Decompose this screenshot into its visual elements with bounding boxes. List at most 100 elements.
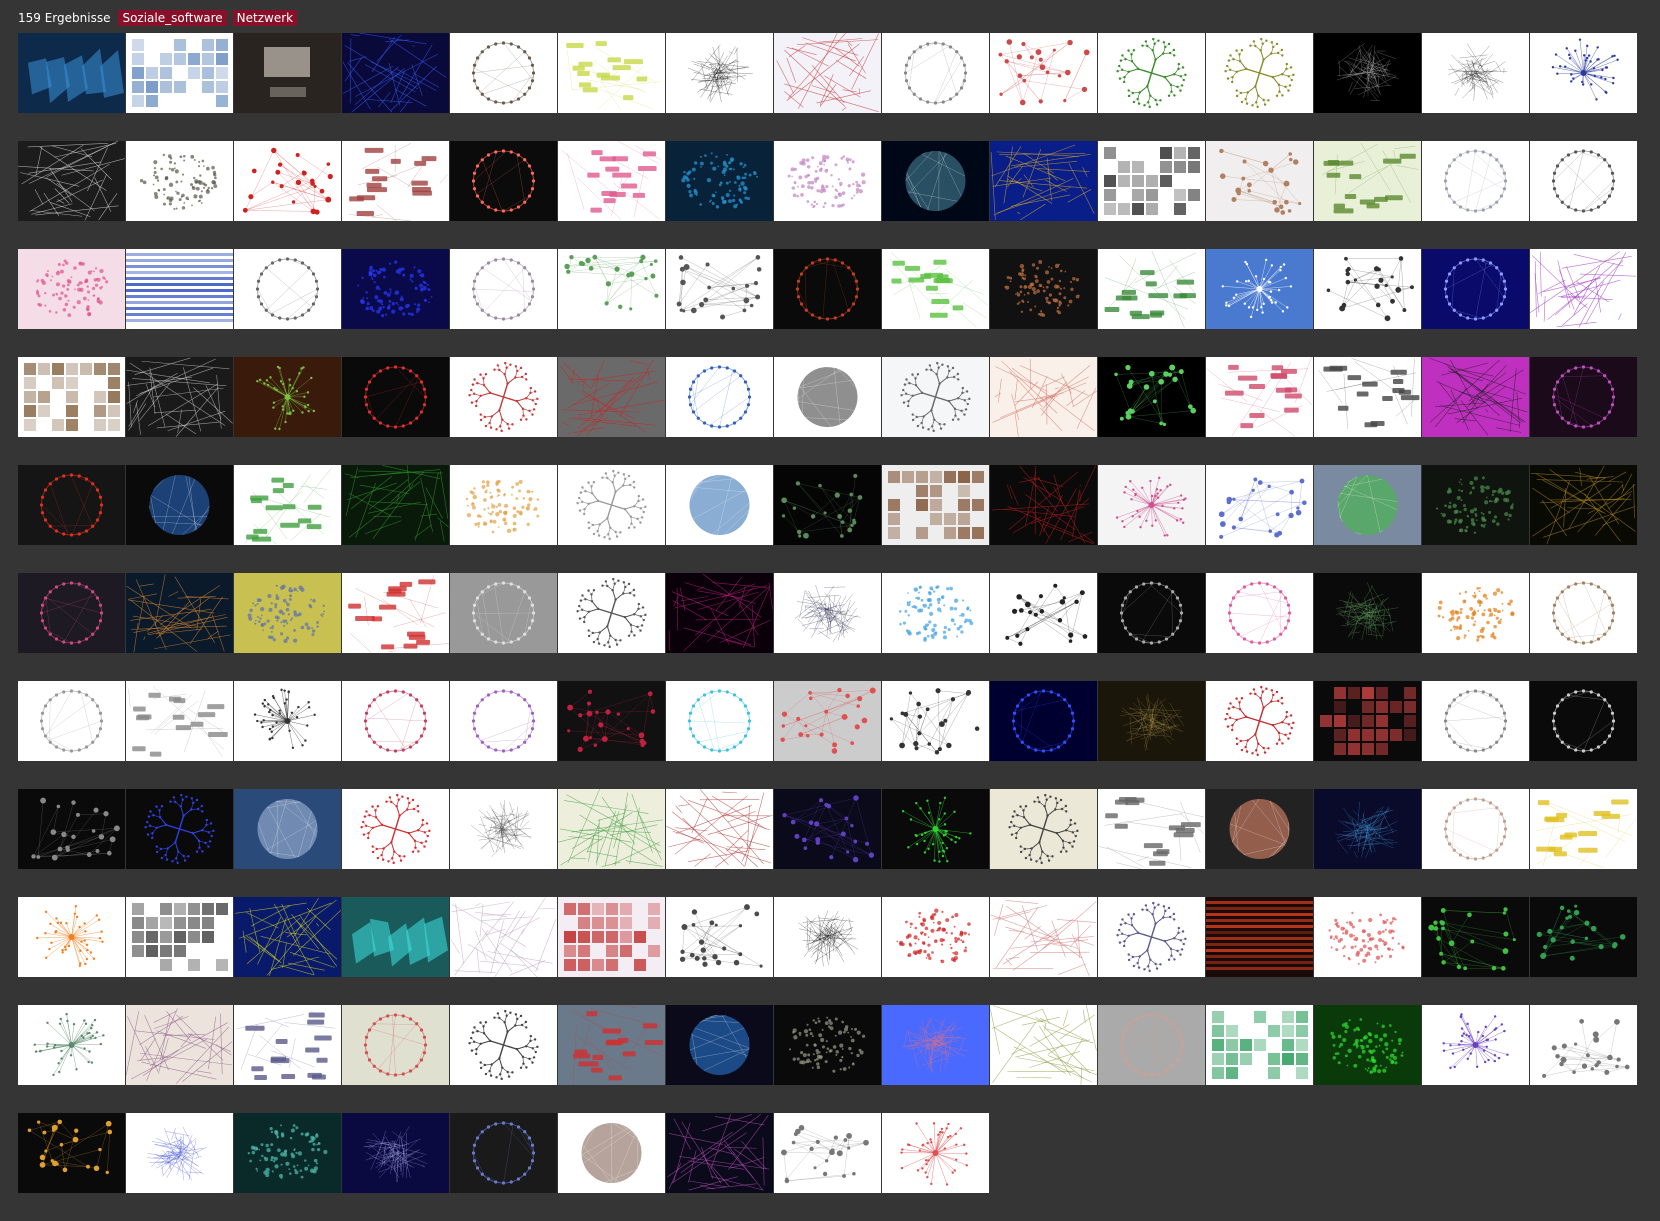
thumbnail[interactable] (1098, 681, 1205, 761)
thumbnail[interactable] (774, 249, 881, 329)
thumbnail[interactable] (1422, 249, 1529, 329)
thumbnail[interactable] (342, 789, 449, 869)
thumbnail[interactable] (774, 357, 881, 437)
thumbnail[interactable] (558, 33, 665, 113)
thumbnail[interactable] (558, 789, 665, 869)
thumbnail[interactable] (882, 573, 989, 653)
thumbnail[interactable] (1314, 897, 1421, 977)
thumbnail[interactable] (342, 141, 449, 221)
thumbnail[interactable] (990, 1005, 1097, 1085)
thumbnail[interactable] (1530, 465, 1637, 545)
thumbnail[interactable] (18, 465, 125, 545)
thumbnail[interactable] (882, 141, 989, 221)
thumbnail[interactable] (666, 789, 773, 869)
thumbnail[interactable] (1314, 33, 1421, 113)
thumbnail[interactable] (666, 1113, 773, 1193)
thumbnail[interactable] (234, 1113, 341, 1193)
thumbnail[interactable] (990, 357, 1097, 437)
thumbnail[interactable] (1314, 249, 1421, 329)
thumbnail[interactable] (126, 249, 233, 329)
thumbnail[interactable] (1098, 141, 1205, 221)
thumbnail[interactable] (882, 249, 989, 329)
thumbnail[interactable] (1098, 249, 1205, 329)
thumbnail[interactable] (558, 681, 665, 761)
thumbnail[interactable] (450, 681, 557, 761)
thumbnail[interactable] (1206, 897, 1313, 977)
thumbnail[interactable] (774, 465, 881, 545)
thumbnail[interactable] (126, 681, 233, 761)
thumbnail[interactable] (18, 789, 125, 869)
thumbnail[interactable] (774, 789, 881, 869)
thumbnail[interactable] (774, 1005, 881, 1085)
thumbnail[interactable] (990, 141, 1097, 221)
thumbnail[interactable] (1422, 897, 1529, 977)
thumbnail[interactable] (774, 681, 881, 761)
thumbnail[interactable] (882, 897, 989, 977)
thumbnail[interactable] (774, 33, 881, 113)
thumbnail[interactable] (450, 573, 557, 653)
thumbnail[interactable] (990, 573, 1097, 653)
thumbnail[interactable] (450, 789, 557, 869)
thumbnail[interactable] (342, 33, 449, 113)
thumbnail[interactable] (882, 33, 989, 113)
thumbnail[interactable] (450, 897, 557, 977)
thumbnail[interactable] (450, 465, 557, 545)
thumbnail[interactable] (882, 357, 989, 437)
thumbnail[interactable] (1206, 1005, 1313, 1085)
thumbnail[interactable] (666, 141, 773, 221)
thumbnail[interactable] (1098, 33, 1205, 113)
thumbnail[interactable] (234, 357, 341, 437)
thumbnail[interactable] (18, 1113, 125, 1193)
thumbnail[interactable] (1206, 33, 1313, 113)
thumbnail[interactable] (1206, 465, 1313, 545)
thumbnail[interactable] (18, 357, 125, 437)
thumbnail[interactable] (990, 249, 1097, 329)
thumbnail[interactable] (558, 465, 665, 545)
thumbnail[interactable] (450, 141, 557, 221)
thumbnail[interactable] (1422, 357, 1529, 437)
thumbnail[interactable] (126, 789, 233, 869)
thumbnail[interactable] (990, 465, 1097, 545)
tag-soziale-software[interactable]: Soziale_software (118, 10, 226, 26)
thumbnail[interactable] (18, 249, 125, 329)
thumbnail[interactable] (126, 573, 233, 653)
thumbnail[interactable] (1314, 1005, 1421, 1085)
thumbnail[interactable] (342, 1005, 449, 1085)
thumbnail[interactable] (558, 897, 665, 977)
thumbnail[interactable] (1530, 897, 1637, 977)
thumbnail[interactable] (234, 1005, 341, 1085)
thumbnail[interactable] (1206, 789, 1313, 869)
thumbnail[interactable] (666, 681, 773, 761)
thumbnail[interactable] (126, 897, 233, 977)
thumbnail[interactable] (1314, 357, 1421, 437)
thumbnail[interactable] (234, 465, 341, 545)
thumbnail[interactable] (1098, 789, 1205, 869)
thumbnail[interactable] (1530, 789, 1637, 869)
thumbnail[interactable] (558, 141, 665, 221)
thumbnail[interactable] (1422, 141, 1529, 221)
thumbnail[interactable] (666, 357, 773, 437)
thumbnail[interactable] (1206, 249, 1313, 329)
thumbnail[interactable] (666, 573, 773, 653)
thumbnail[interactable] (1422, 789, 1529, 869)
thumbnail[interactable] (1206, 357, 1313, 437)
thumbnail[interactable] (774, 897, 881, 977)
thumbnail[interactable] (990, 789, 1097, 869)
thumbnail[interactable] (1098, 465, 1205, 545)
thumbnail[interactable] (882, 789, 989, 869)
thumbnail[interactable] (126, 357, 233, 437)
thumbnail[interactable] (342, 1113, 449, 1193)
thumbnail[interactable] (1422, 681, 1529, 761)
thumbnail[interactable] (1530, 33, 1637, 113)
thumbnail[interactable] (1206, 573, 1313, 653)
thumbnail[interactable] (990, 897, 1097, 977)
thumbnail[interactable] (1422, 1005, 1529, 1085)
thumbnail[interactable] (126, 1005, 233, 1085)
thumbnail[interactable] (126, 141, 233, 221)
thumbnail[interactable] (450, 1005, 557, 1085)
tag-netzwerk[interactable]: Netzwerk (233, 10, 297, 26)
thumbnail[interactable] (342, 465, 449, 545)
thumbnail[interactable] (18, 141, 125, 221)
thumbnail[interactable] (1530, 249, 1637, 329)
thumbnail[interactable] (1098, 1005, 1205, 1085)
